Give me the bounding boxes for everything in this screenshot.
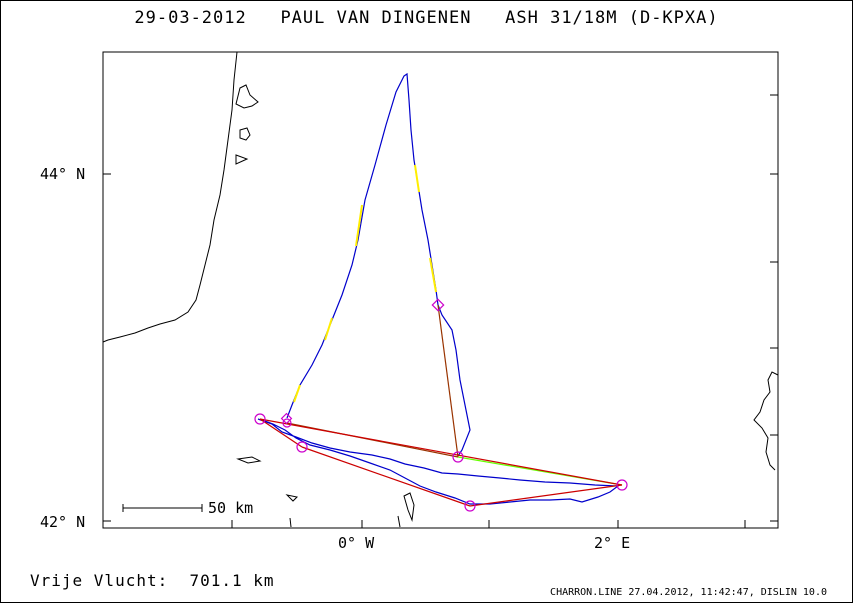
turnpoint-6 xyxy=(616,479,628,491)
lake-1 xyxy=(236,456,262,464)
track-highlights xyxy=(293,164,437,403)
island-1 xyxy=(235,84,259,109)
island-3 xyxy=(235,154,249,165)
lon-label-0: 0° W xyxy=(338,534,375,552)
flight-track-south xyxy=(257,418,620,505)
turnpoints xyxy=(254,298,628,512)
turnpoint-start xyxy=(280,412,293,425)
lake-2 xyxy=(285,494,299,502)
turnpoint-2 xyxy=(282,418,292,428)
scale-bar xyxy=(122,504,203,512)
flight-track-north xyxy=(286,72,471,457)
scale-bar-label: 50 km xyxy=(208,499,254,517)
distance-readout: Vrije Vlucht: 701.1 km xyxy=(30,571,275,590)
task-lines xyxy=(259,304,623,507)
lat-label-44: 44° N xyxy=(40,165,86,183)
plot-border xyxy=(102,51,779,529)
map-title: 29-03-2012 PAUL VAN DINGENEN ASH 31/18M … xyxy=(134,8,719,28)
lake-3 xyxy=(403,492,415,522)
turnpoint-1 xyxy=(254,413,266,425)
turnpoint-north xyxy=(431,298,445,312)
turnpoint-4 xyxy=(452,451,464,463)
footer-info: CHARRON.LINE 27.04.2012, 11:42:47, DISLI… xyxy=(550,587,827,598)
distance-label: Vrije Vlucht: xyxy=(30,571,169,590)
lat-label-42: 42° N xyxy=(40,513,86,531)
island-2 xyxy=(239,127,251,141)
lake-4 xyxy=(289,515,401,528)
coastline-west xyxy=(102,51,238,343)
distance-value: 701.1 km xyxy=(189,571,275,590)
coastline-east xyxy=(753,371,779,471)
lon-label-2: 2° E xyxy=(594,534,631,552)
turnpoint-5 xyxy=(464,500,476,512)
turnpoint-3 xyxy=(296,441,308,453)
axis-ticks xyxy=(103,94,778,528)
